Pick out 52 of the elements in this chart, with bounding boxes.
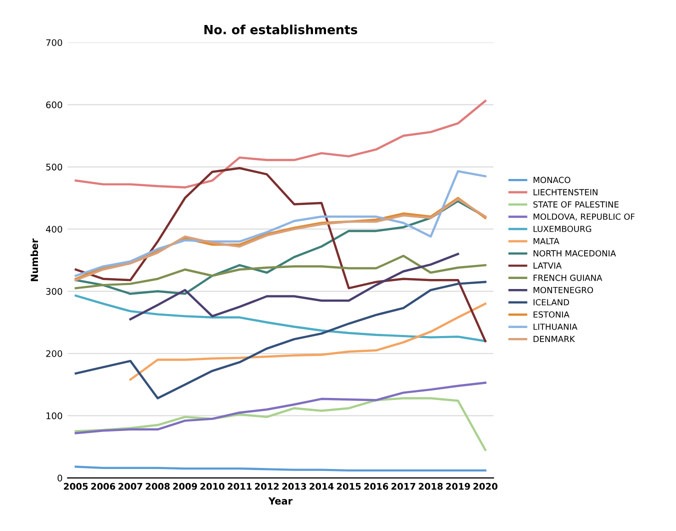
x-tick-label: 2014	[310, 482, 334, 490]
line-series	[74, 200, 486, 295]
x-tick-label: 2005	[64, 482, 88, 490]
legend-label: MOLDOVA, REPUBLIC OF	[534, 213, 635, 221]
x-tick-label: 2011	[228, 482, 252, 490]
legend-label: MONACO	[534, 176, 570, 184]
y-tick-label: 300	[46, 288, 62, 295]
line-series	[74, 167, 486, 342]
legend-label: ESTONIA	[534, 311, 570, 318]
chart-title: No. of establishments	[204, 24, 358, 34]
x-tick-label: 2016	[364, 482, 388, 490]
line-series	[74, 100, 486, 189]
legend-label: STATE OF PALESTINE	[533, 201, 619, 208]
x-tick-label: 2009	[173, 482, 197, 490]
x-tick-label: 2017	[392, 482, 416, 490]
legend-label: NORTH MACEDONIA	[534, 250, 616, 256]
x-tick-label: 2013	[282, 482, 306, 490]
line-series	[74, 254, 486, 290]
legend-label: DENMARK	[534, 336, 576, 342]
x-tick-label: 2008	[146, 482, 170, 490]
legend-label: LATVIA	[534, 262, 562, 269]
x-tick-label: 2012	[255, 482, 279, 490]
legend-label: FRENCH GUIANA	[534, 274, 602, 281]
x-tick-label: 2018	[418, 482, 443, 490]
line-series	[74, 170, 486, 277]
legend-label: LIECHTENSTEIN	[534, 189, 598, 196]
line-series	[129, 302, 486, 381]
y-tick-label: 200	[46, 350, 62, 358]
line-series	[129, 252, 460, 320]
y-tick-label: 500	[46, 164, 62, 170]
legend-label: ICELAND	[534, 299, 570, 306]
y-axis-title: Number	[30, 238, 38, 282]
legend-label: MONTENEGRO	[534, 286, 594, 294]
x-tick-label: 2019	[446, 482, 470, 490]
x-tick-label: 2007	[118, 482, 142, 490]
y-tick-label: 100	[46, 412, 62, 420]
legend-label: LITHUANIA	[534, 324, 578, 330]
y-tick-label: 400	[46, 226, 62, 233]
x-tick-label: 2010	[200, 482, 224, 490]
x-axis-title: Year	[268, 497, 293, 505]
x-tick-label: 2006	[91, 482, 116, 490]
x-tick-label: 2015	[336, 482, 361, 490]
line-series	[74, 280, 486, 400]
y-tick-label: 0	[58, 474, 62, 482]
legend-label: LUXEMBOURG	[534, 226, 592, 232]
legend-label: MALTA	[534, 238, 560, 244]
x-tick-label: 2020	[473, 482, 498, 490]
line-series	[74, 294, 486, 342]
line-series	[74, 397, 486, 452]
y-tick-label: 600	[46, 101, 62, 108]
line-series	[74, 382, 486, 434]
y-tick-label: 700	[46, 39, 62, 46]
